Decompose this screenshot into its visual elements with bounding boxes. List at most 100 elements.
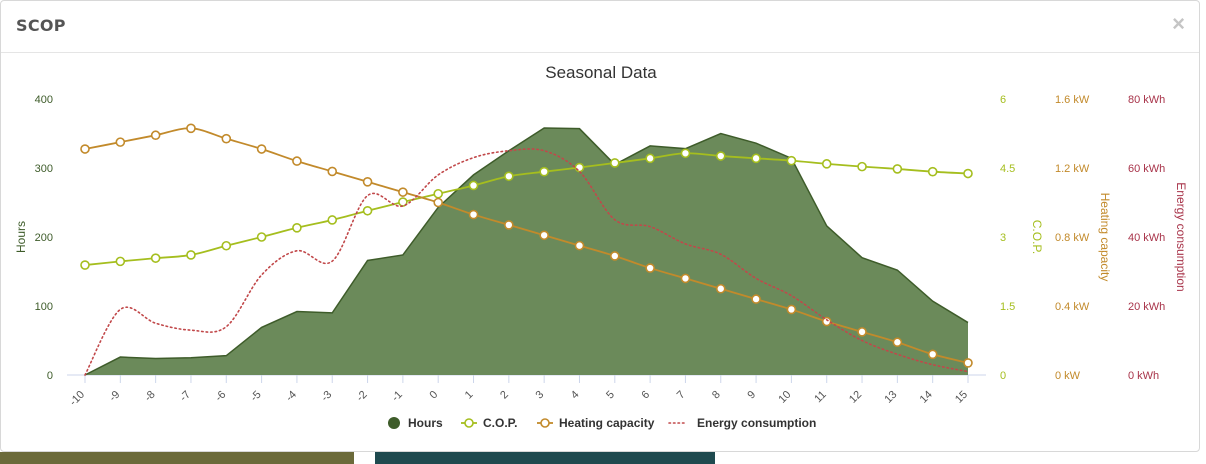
c-o-p-point [186,250,196,260]
cop-axis-title: C.O.P. [1030,220,1044,254]
heating-capacity-point [574,240,585,251]
heating-capacity-point [504,220,514,230]
legend-c-o-p-symbol [464,418,474,428]
x-tick-label: 2 [498,389,511,402]
c-o-p-point [786,155,797,166]
heating-capacity-point [327,166,338,177]
legend-heating-capacity-symbol [540,418,550,428]
c-o-p-point [680,148,691,159]
legend-heating-capacity-label: Heating capacity [559,416,655,430]
c-o-p-point [256,232,267,242]
x-tick-label: 4 [569,389,582,402]
c-o-p-point [362,205,373,216]
x-tick-label: 13 [882,389,899,406]
x-tick-label: -6 [213,389,228,404]
hours-axis-tick-label: 100 [35,301,53,313]
c-o-p-point [927,166,938,177]
x-tick-label: -5 [248,389,263,404]
heating-capacity-point [786,304,797,315]
heating-capacity-point [645,263,655,273]
seasonal-chart-container: Seasonal Data -10 -9 -8 -7 -6 -5 -4 -3 -2 -1 0 1 2 3 4 5… [1,53,1199,451]
c-o-p-point [715,151,726,161]
hours-area [85,127,968,375]
cop-axis-tick-label: 6 [1000,94,1006,106]
energy-axis-title: Energy consumption [1174,182,1188,291]
legend-hours-symbol [388,417,400,429]
cop-axis-tick-label: 3 [1000,232,1006,244]
c-o-p-point [574,162,585,173]
x-tick-label: -3 [319,389,334,404]
heating-capacity-point [468,209,479,220]
c-o-p-point [609,158,620,168]
heating-capacity-point [609,251,620,261]
heating-capacity-point [433,197,444,208]
capacity-axis-tick-label: 0.4 kW [1055,301,1090,313]
c-o-p-point [115,256,126,267]
capacity-axis-tick-label: 1.2 kW [1055,163,1090,175]
heating-capacity-point [821,316,832,327]
c-o-p-point [963,168,973,179]
x-tick-label: -2 [354,389,369,404]
heating-capacity-point [292,156,302,166]
heating-capacity-point [892,337,903,348]
hours-line [84,127,969,376]
x-tick-label: -1 [390,389,405,404]
x-tick-label: 15 [953,389,970,406]
heating-capacity-point [221,133,232,144]
hours-axis-tick-label: 300 [35,163,53,175]
c-o-p-point [751,153,761,164]
heating-capacity-point [115,137,126,147]
modal-title: SCOP [16,16,66,35]
heating-capacity-point [398,187,408,197]
x-tick-label: 3 [533,389,546,402]
energy-axis-tick-label: 80 kWh [1128,94,1165,106]
c-o-p-point [857,161,867,172]
energy-axis-tick-label: 60 kWh [1128,163,1165,175]
background-strip-right [375,452,715,464]
hours-axis-tick-label: 400 [35,94,53,106]
x-tick-label: -7 [178,389,193,404]
x-tick-label: -10 [67,389,87,409]
x-tick-label: -9 [107,389,122,404]
background-strip-left [0,452,354,464]
capacity-axis-title: Heating capacity [1098,193,1112,282]
c-o-p-point [504,171,514,182]
x-tick-label: -4 [284,389,299,404]
cop-axis-tick-label: 1.5 [1000,301,1015,313]
cop-axis-tick-label: 4.5 [1000,163,1015,175]
legend-c-o-p-label: C.O.P. [483,416,517,430]
x-tick-label: 8 [710,389,723,402]
hours-axis-tick-label: 200 [35,232,53,244]
x-tick-label: 6 [639,389,652,402]
heating-capacity-point [362,177,373,187]
scop-modal: SCOP × Seasonal Data -10 -9 -8 -7 -6 -5 -4 -3 -2-… [0,0,1200,452]
x-tick-label: 9 [745,389,758,402]
chart-title: Seasonal Data [545,63,657,82]
c-o-p-point [80,260,90,270]
cop-axis-tick-label: 0 [1000,370,1006,382]
c-o-p-point [892,164,903,174]
modal-header: SCOP × [1,1,1199,53]
legend-energy-consumption-label: Energy consumption [697,416,816,430]
legend-hours-label: Hours [408,416,443,430]
x-tick-label: 7 [675,389,688,402]
heating-capacity-point [963,358,973,368]
hours-axis-tick-label: 0 [47,370,53,382]
close-button[interactable]: × [1172,11,1185,36]
energy-consumption-line [84,148,969,376]
c-o-p-point [539,166,549,177]
x-tick-label: 10 [776,389,793,406]
c-o-p-point [645,153,655,164]
energy-axis-tick-label: 20 kWh [1128,301,1165,313]
heating-capacity-point [256,144,267,154]
c-o-p-point [150,253,161,263]
x-tick-label: 14 [918,389,935,406]
heating-capacity-point [857,327,867,337]
heating-capacity-point [186,123,196,134]
heating-capacity-point [539,230,549,241]
x-tick-label: 11 [812,389,829,406]
c-o-p-point [292,223,302,233]
x-tick-label: 5 [604,389,617,402]
heating-capacity-point [80,144,90,154]
capacity-axis-tick-label: 0.8 kW [1055,232,1090,244]
